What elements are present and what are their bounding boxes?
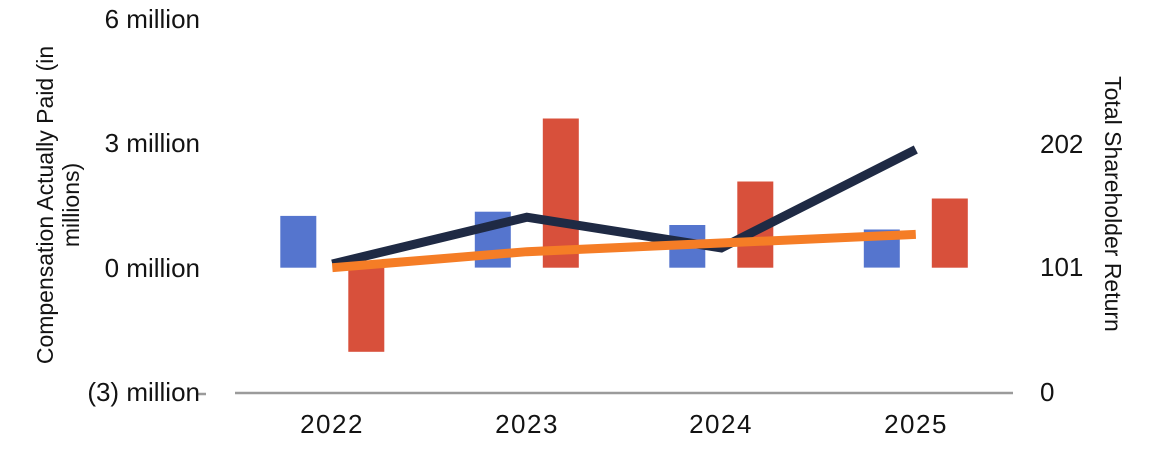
navy-line	[331, 145, 918, 269]
right-axis-tick-0: 0	[1040, 377, 1055, 407]
right-axis-tick-101: 101	[1040, 252, 1084, 282]
x-axis-tick-2023: 2023	[495, 409, 559, 439]
left-axis-title: Compensation Actually Paid (in millions)	[32, 45, 84, 365]
left-axis-tick-3-million: 3 million	[104, 128, 200, 158]
orange-line	[331, 229, 916, 273]
red-bars-2023	[542, 118, 579, 268]
left-axis-tick-neg3-million: (3) million	[87, 377, 200, 407]
left-axis-tick-6-million: 6 million	[104, 4, 200, 34]
right-axis-title: Total Shareholder Return	[1100, 76, 1126, 332]
blue-bars-2022	[280, 215, 317, 268]
x-axis-tick-2024: 2024	[689, 409, 753, 439]
left-axis-tick-0-million: 0 million	[104, 253, 200, 283]
x-axis-tick-2025: 2025	[884, 409, 948, 439]
x-axis-tick-2022: 2022	[300, 409, 364, 439]
right-axis-tick-202: 202	[1040, 129, 1084, 159]
red-bars-2022	[348, 267, 385, 352]
red-bars-2025	[931, 198, 968, 268]
